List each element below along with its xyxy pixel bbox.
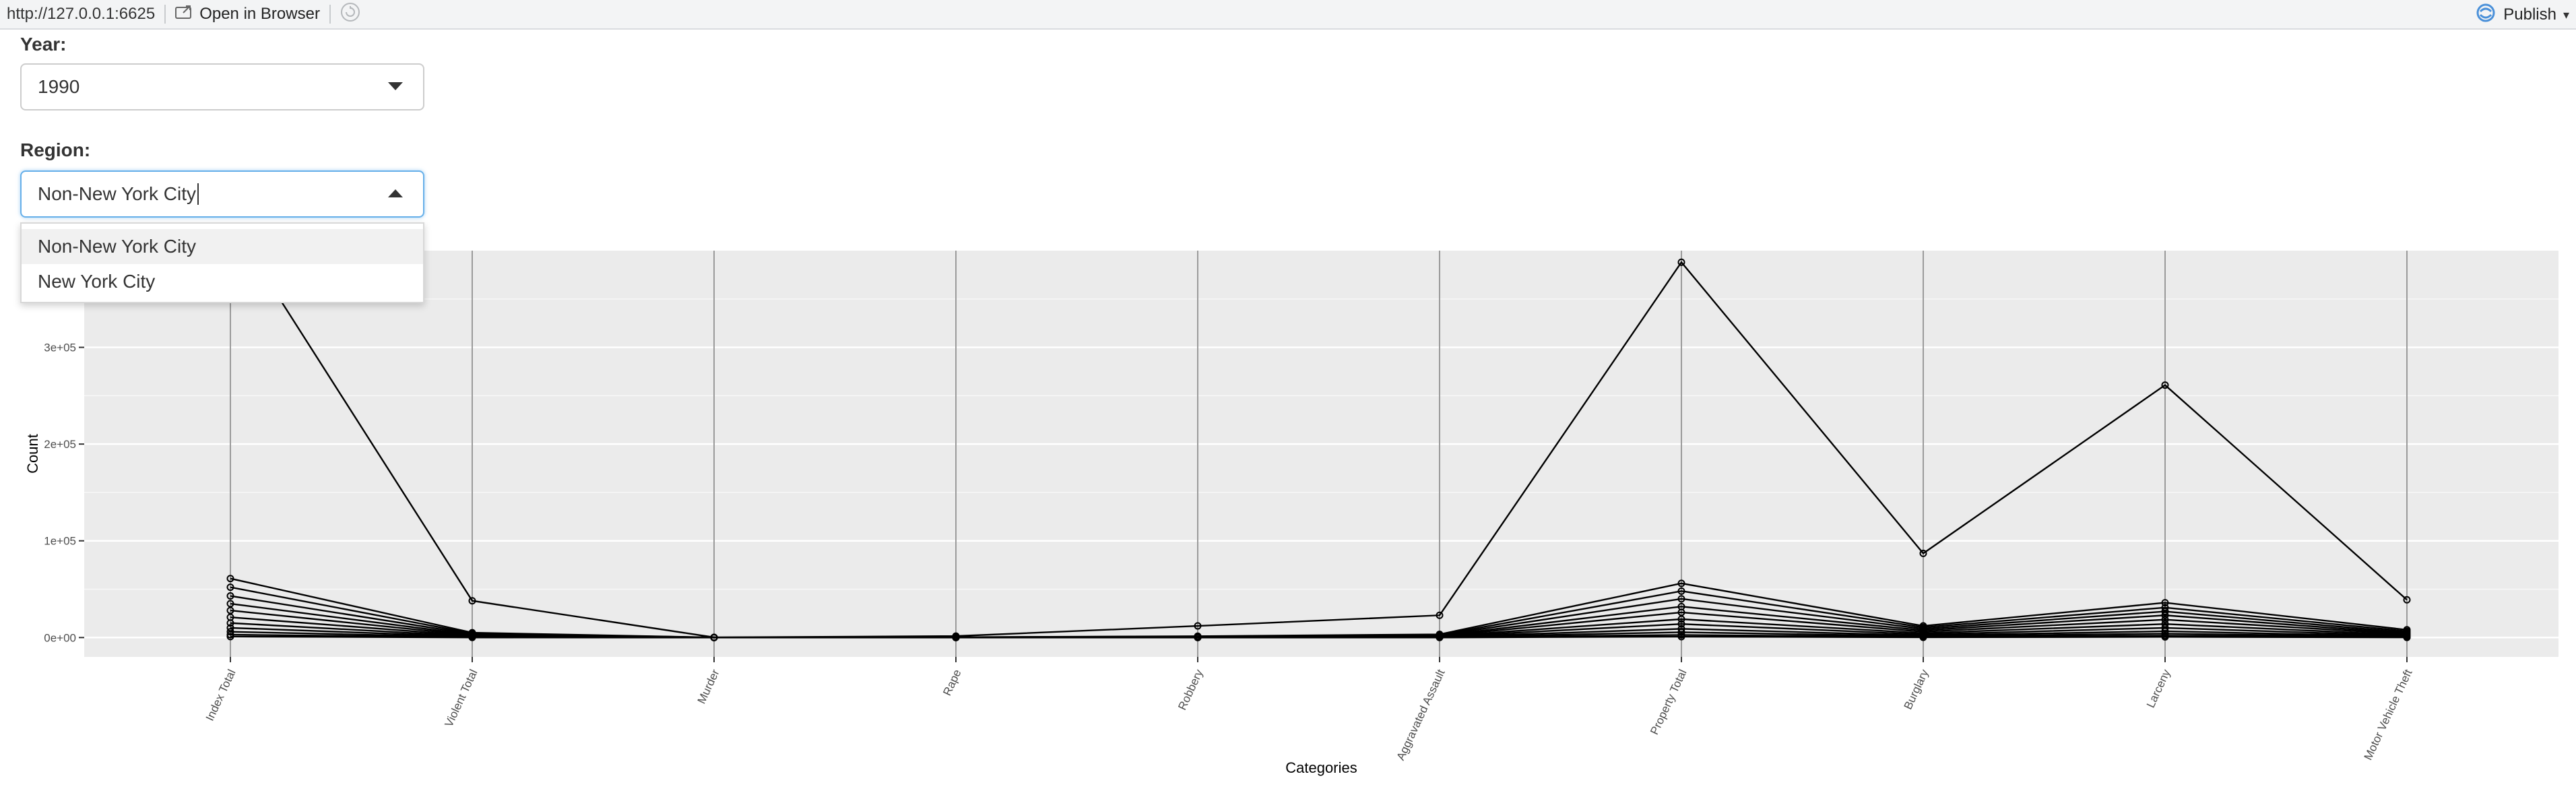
open-in-browser-label: Open in Browser <box>199 5 320 23</box>
x-tick-label: Robbery <box>1176 667 1206 712</box>
toolbar-divider-2 <box>329 5 331 24</box>
chevron-down-icon <box>388 82 403 90</box>
chevron-up-icon <box>388 189 403 197</box>
data-point <box>1919 549 1927 557</box>
y-tick-label: 0e+00 <box>44 631 76 644</box>
data-point <box>1677 579 1685 587</box>
region-option-nyc[interactable]: New York City <box>38 271 156 292</box>
data-point <box>710 633 718 641</box>
data-point <box>2161 633 2169 641</box>
publish-label: Publish <box>2503 5 2556 24</box>
data-point <box>1677 595 1685 603</box>
chevron-down-icon[interactable]: ▾ <box>2563 7 2569 22</box>
x-tick-label: Larceny <box>2144 667 2173 709</box>
data-point <box>2161 620 2169 628</box>
y-axis-title: Count <box>24 434 41 474</box>
x-tick-label: Property Total <box>1648 668 1689 737</box>
data-point <box>1677 608 1685 616</box>
data-point <box>226 600 234 608</box>
text-cursor <box>197 183 199 205</box>
region-dropdown-menu: Non-New York City New York City <box>20 222 424 303</box>
series-group <box>226 251 2411 641</box>
data-point <box>1436 633 1444 641</box>
data-point <box>1677 633 1685 641</box>
data-point <box>1677 615 1685 623</box>
plot-panel <box>84 251 2558 657</box>
x-tick-label: Rape <box>940 668 963 698</box>
url-text: http://127.0.0.1:6625 <box>7 5 156 23</box>
y-tick-label: 3e+05 <box>44 342 76 354</box>
data-point <box>468 633 476 641</box>
data-point <box>1919 633 1927 641</box>
data-point <box>2403 633 2411 641</box>
open-in-browser-icon <box>175 5 193 24</box>
x-tick-label: Violent Total <box>443 668 480 729</box>
region-option-non-nyc[interactable]: Non-New York City <box>22 229 423 264</box>
region-select[interactable]: Non-New York City <box>20 170 424 218</box>
data-point <box>1194 622 1202 630</box>
publish-button[interactable]: Publish ▾ <box>2475 0 2569 30</box>
x-tick-label: Burglary <box>1902 667 1931 711</box>
x-axis-title: Categories <box>1285 759 1357 776</box>
year-selected-value: 1990 <box>38 76 80 97</box>
open-in-browser-button[interactable]: Open in Browser <box>175 5 320 24</box>
year-select[interactable]: 1990 <box>20 63 424 110</box>
data-point <box>226 624 234 632</box>
data-point <box>226 592 234 600</box>
data-point <box>2403 596 2411 604</box>
data-point <box>2161 599 2169 607</box>
series-line <box>248 251 2408 639</box>
data-point <box>952 633 960 641</box>
publish-icon <box>2475 3 2497 27</box>
data-point <box>226 633 234 641</box>
y-tick-label: 2e+05 <box>44 438 76 451</box>
x-tick-label: Aggravated Assault <box>1394 667 1447 762</box>
data-point <box>1677 258 1685 266</box>
data-point <box>1677 587 1685 595</box>
data-point <box>2161 611 2169 619</box>
region-label: Region: <box>20 139 91 160</box>
y-tick-label: 1e+05 <box>44 535 76 548</box>
data-point <box>1677 620 1685 628</box>
refresh-icon <box>340 2 360 27</box>
data-point <box>226 575 234 583</box>
refresh-button[interactable] <box>340 2 360 27</box>
year-label: Year: <box>20 34 67 55</box>
data-point <box>2161 608 2169 616</box>
viewer-toolbar: http://127.0.0.1:6625 Open in Browser Pu… <box>0 0 2576 30</box>
data-point <box>226 583 234 592</box>
data-point <box>2161 604 2169 612</box>
x-tick-label: Murder <box>695 667 722 705</box>
data-point <box>468 597 476 605</box>
data-point <box>226 606 234 614</box>
data-point <box>2161 381 2169 389</box>
data-point <box>2161 616 2169 624</box>
data-point <box>226 619 234 627</box>
data-point <box>1436 611 1444 619</box>
toolbar-divider <box>164 5 166 24</box>
x-tick-label: Index Total <box>203 668 238 723</box>
region-selected-value: Non-New York City <box>38 183 196 204</box>
x-tick-label: Motor Vehicle Theft <box>2362 667 2415 762</box>
data-point <box>1194 633 1202 641</box>
